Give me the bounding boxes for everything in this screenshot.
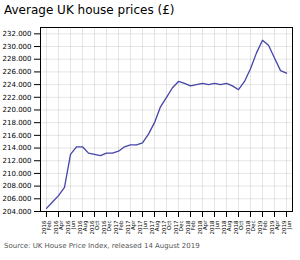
html-text:Source: UK House Price Index,: Source: UK House Price Index, released 1…	[4, 242, 200, 250]
svg-text:2016Oct: 2016Oct	[89, 220, 101, 235]
svg-text:2018Dec: 2018Dec	[245, 220, 257, 234]
svg-text:232.000: 232.000	[3, 30, 32, 38]
svg-text:2016Jun: 2016Jun	[65, 220, 78, 235]
svg-text:224.000: 224.000	[3, 81, 32, 89]
svg-text:216.000: 216.000	[3, 132, 32, 140]
svg-text:2019Jun: 2019Jun	[281, 220, 294, 235]
svg-text:226.000: 226.000	[3, 68, 32, 76]
svg-text:2018Oct: 2018Oct	[233, 220, 245, 235]
svg-text:218.000: 218.000	[3, 119, 32, 127]
svg-text:2017Dec: 2017Dec	[173, 220, 185, 234]
svg-text:2019Apr: 2019Apr	[269, 220, 282, 235]
svg-text:206.000: 206.000	[3, 195, 32, 203]
html-text:Average UK house prices (£): Average UK house prices (£)	[4, 3, 175, 17]
svg-text:230.000: 230.000	[3, 43, 32, 51]
svg-text:2016Aug: 2016Aug	[77, 220, 90, 234]
svg-text:2019Feb: 2019Feb	[257, 220, 269, 234]
svg-text:2017Feb: 2017Feb	[113, 220, 125, 234]
svg-text:210.000: 210.000	[3, 170, 32, 178]
svg-text:208.000: 208.000	[3, 182, 32, 190]
svg-text:214.000: 214.000	[3, 144, 32, 152]
svg-text:2018Aug: 2018Aug	[221, 220, 234, 234]
svg-text:2017Jun: 2017Jun	[137, 220, 150, 235]
svg-text:222.000: 222.000	[3, 94, 32, 102]
svg-text:204.000: 204.000	[3, 208, 32, 216]
svg-text:2018Feb: 2018Feb	[185, 220, 197, 234]
svg-text:2018Apr: 2018Apr	[197, 220, 210, 235]
svg-text:2017Aug: 2017Aug	[149, 220, 162, 234]
svg-text:2017Apr: 2017Apr	[125, 220, 137, 235]
svg-text:2016Feb: 2016Feb	[41, 220, 53, 234]
svg-text:2018Jun: 2018Jun	[209, 220, 222, 235]
svg-text:212.000: 212.000	[3, 157, 32, 165]
svg-text:228.000: 228.000	[3, 55, 32, 63]
svg-text:220.000: 220.000	[3, 106, 32, 114]
svg-text:2016Dec: 2016Dec	[101, 220, 113, 234]
svg-text:2016Apr: 2016Apr	[53, 220, 66, 235]
svg-text:2017Oct: 2017Oct	[161, 220, 173, 235]
